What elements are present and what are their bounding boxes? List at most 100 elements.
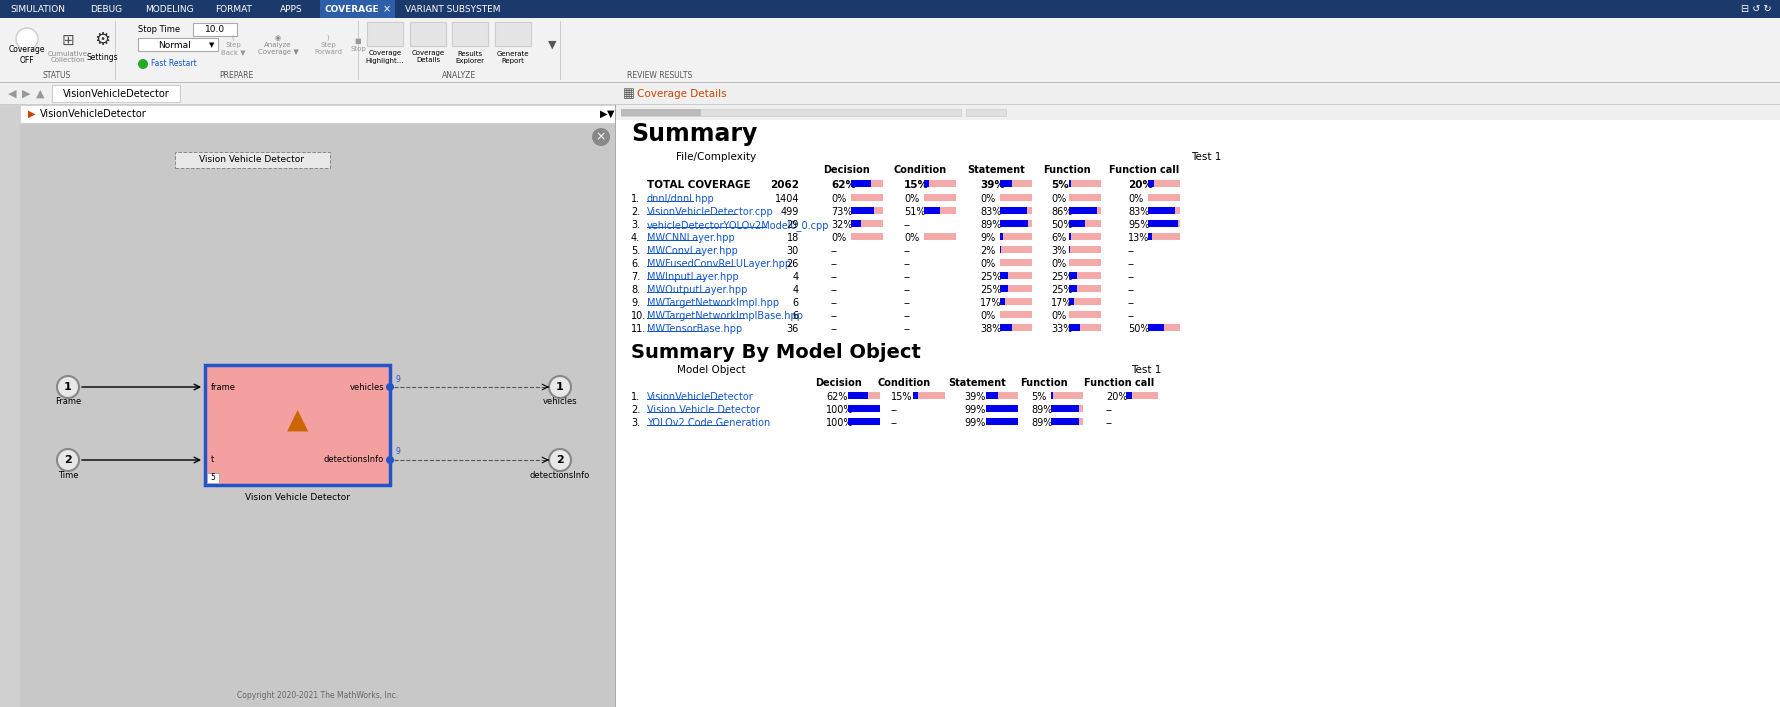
Text: ANALYZE: ANALYZE bbox=[441, 71, 475, 79]
Bar bbox=[851, 194, 883, 201]
Text: 2%: 2% bbox=[979, 246, 995, 256]
Text: 3.: 3. bbox=[630, 220, 639, 230]
Bar bbox=[1148, 207, 1173, 214]
Bar bbox=[999, 233, 1031, 240]
Text: Vision Vehicle Detector: Vision Vehicle Detector bbox=[646, 405, 760, 415]
Bar bbox=[1148, 324, 1180, 331]
Text: Function call: Function call bbox=[1109, 165, 1178, 175]
Text: Summary: Summary bbox=[630, 122, 756, 146]
Bar bbox=[999, 246, 1031, 253]
Text: --: -- bbox=[1127, 246, 1134, 256]
Text: PREPARE: PREPARE bbox=[219, 71, 253, 79]
Text: Cumulative
Collection: Cumulative Collection bbox=[48, 50, 87, 64]
Text: --: -- bbox=[904, 285, 911, 295]
Text: 25%: 25% bbox=[979, 285, 1000, 295]
Text: APPS: APPS bbox=[279, 4, 303, 13]
Text: 499: 499 bbox=[780, 207, 799, 217]
Bar bbox=[986, 392, 999, 399]
Bar bbox=[924, 233, 956, 240]
Bar bbox=[851, 233, 883, 240]
Text: 89%: 89% bbox=[1031, 418, 1052, 428]
Bar bbox=[999, 220, 1031, 227]
Text: --: -- bbox=[904, 259, 911, 269]
Bar bbox=[986, 392, 1018, 399]
Text: SIMULATION: SIMULATION bbox=[11, 4, 64, 13]
Bar bbox=[616, 105, 1780, 120]
Text: 9.: 9. bbox=[630, 298, 639, 308]
Bar bbox=[999, 272, 1007, 279]
Bar bbox=[999, 207, 1025, 214]
Text: Test 1: Test 1 bbox=[1130, 365, 1161, 375]
Text: Statement: Statement bbox=[967, 165, 1023, 175]
Text: 36: 36 bbox=[787, 324, 799, 334]
Bar bbox=[913, 392, 917, 399]
Bar bbox=[851, 207, 874, 214]
Text: ▼: ▼ bbox=[548, 40, 555, 50]
Text: Settings: Settings bbox=[85, 52, 117, 62]
Text: 0%: 0% bbox=[1050, 311, 1066, 321]
Bar bbox=[999, 285, 1007, 292]
Text: 7.: 7. bbox=[630, 272, 639, 282]
Bar bbox=[1068, 272, 1077, 279]
Text: VisionVehicleDetector: VisionVehicleDetector bbox=[39, 109, 146, 119]
Bar bbox=[999, 180, 1011, 187]
Text: Condition: Condition bbox=[894, 165, 945, 175]
Text: --: -- bbox=[904, 272, 911, 282]
Bar bbox=[0, 105, 20, 707]
Text: 11.: 11. bbox=[630, 324, 646, 334]
Bar bbox=[0, 82, 1780, 83]
Text: Coverage Details: Coverage Details bbox=[637, 89, 726, 99]
Bar bbox=[851, 220, 883, 227]
Bar bbox=[1050, 392, 1082, 399]
Circle shape bbox=[548, 376, 571, 398]
Text: --: -- bbox=[831, 259, 838, 269]
Bar bbox=[1148, 180, 1153, 187]
Text: --: -- bbox=[904, 220, 911, 230]
Text: --: -- bbox=[1105, 418, 1112, 428]
Text: 1404: 1404 bbox=[774, 194, 799, 204]
Bar bbox=[913, 392, 945, 399]
Text: Normal: Normal bbox=[158, 40, 190, 49]
Text: --: -- bbox=[831, 311, 838, 321]
Text: 8.: 8. bbox=[630, 285, 639, 295]
Text: MWInputLayer.hpp: MWInputLayer.hpp bbox=[646, 272, 739, 282]
Bar bbox=[409, 22, 445, 46]
Text: TOTAL COVERAGE: TOTAL COVERAGE bbox=[646, 180, 749, 190]
Circle shape bbox=[386, 456, 393, 464]
Bar bbox=[847, 418, 879, 425]
Bar bbox=[986, 405, 1016, 412]
Text: 0%: 0% bbox=[1127, 194, 1143, 204]
Circle shape bbox=[137, 59, 148, 69]
Bar bbox=[495, 22, 530, 46]
Bar bbox=[847, 392, 867, 399]
Text: MWTargetNetworkImpl.hpp: MWTargetNetworkImpl.hpp bbox=[646, 298, 778, 308]
Text: ×: × bbox=[596, 131, 605, 144]
Bar bbox=[367, 22, 402, 46]
Text: 33%: 33% bbox=[1050, 324, 1072, 334]
Bar bbox=[1050, 405, 1082, 412]
Text: MODELING: MODELING bbox=[144, 4, 194, 13]
Bar bbox=[616, 105, 1780, 707]
Bar bbox=[999, 220, 1027, 227]
Bar bbox=[847, 418, 879, 425]
Bar bbox=[1148, 194, 1180, 201]
Text: 99%: 99% bbox=[963, 405, 984, 415]
Text: ▶: ▶ bbox=[600, 109, 607, 119]
Text: --: -- bbox=[831, 285, 838, 295]
Text: ■
Stop: ■ Stop bbox=[351, 38, 365, 52]
Text: Vision Vehicle Detector: Vision Vehicle Detector bbox=[199, 156, 304, 165]
Text: 13%: 13% bbox=[1127, 233, 1148, 243]
Text: 1: 1 bbox=[555, 382, 564, 392]
Text: VisionVehicleDetector: VisionVehicleDetector bbox=[62, 89, 169, 99]
Text: 1.: 1. bbox=[630, 194, 639, 204]
Bar bbox=[20, 105, 614, 123]
Text: Condition: Condition bbox=[878, 378, 929, 388]
Text: MWCNNLayer.hpp: MWCNNLayer.hpp bbox=[646, 233, 735, 243]
Text: 51%: 51% bbox=[904, 207, 926, 217]
Bar bbox=[924, 207, 940, 214]
Text: 15%: 15% bbox=[890, 392, 911, 402]
Text: Generate
Report: Generate Report bbox=[497, 50, 529, 64]
Bar bbox=[999, 207, 1031, 214]
Text: VisionVehicleDetector.cpp: VisionVehicleDetector.cpp bbox=[646, 207, 773, 217]
Bar bbox=[1068, 220, 1100, 227]
